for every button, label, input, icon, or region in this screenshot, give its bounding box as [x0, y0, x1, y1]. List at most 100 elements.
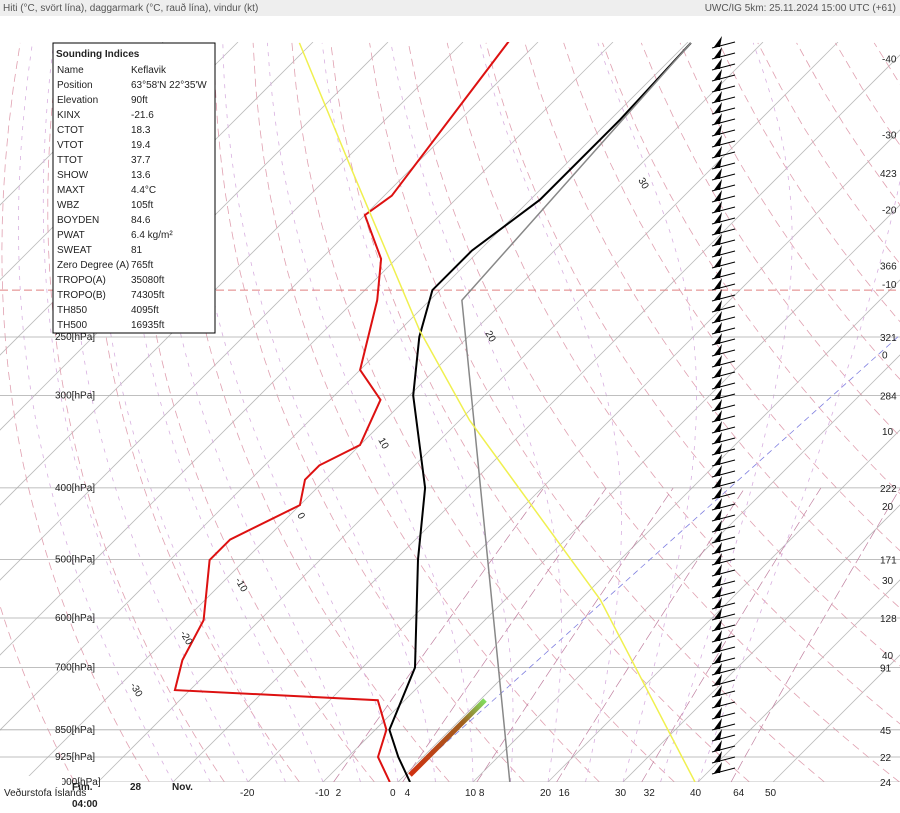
barb-staff: [712, 152, 735, 158]
height-label: 284: [880, 392, 897, 403]
y-tick-label: 850[hPa]: [55, 725, 95, 736]
height-label: 321: [880, 333, 897, 344]
barb-staff: [712, 108, 735, 114]
wind-barb: [712, 432, 735, 444]
wind-barb: [712, 377, 735, 389]
mixing-ratio-line: [403, 488, 607, 782]
index-value: 35080ft: [131, 275, 165, 286]
plot: 250[hPa]300[hPa]400[hPa]500[hPa]600[hPa]…: [0, 36, 897, 808]
index-value: 16935ft: [131, 320, 165, 331]
adiabat-label: 0: [294, 511, 307, 522]
dry-adiabat: [680, 43, 900, 782]
barb-staff: [712, 768, 735, 774]
wind-barb: [712, 135, 735, 147]
wind-barb: [712, 201, 735, 213]
date-date: 28: [130, 782, 142, 793]
index-name: SHOW: [57, 170, 89, 181]
y-tick-label: 700[hPa]: [55, 663, 95, 674]
wind-barb: [712, 179, 735, 191]
barb-staff: [712, 735, 735, 741]
moist-adiabat: [598, 43, 697, 782]
barb-staff: [712, 372, 735, 378]
y-tick-label: 300[hPa]: [55, 391, 95, 402]
barb-staff: [712, 174, 735, 180]
wind-barb: [712, 520, 735, 532]
x-tick-label: 30: [615, 788, 627, 799]
index-name: TROPO(A): [57, 275, 106, 286]
x-tick-label: 20: [540, 788, 552, 799]
wind-barb: [712, 69, 735, 81]
barb-staff: [712, 42, 735, 48]
wind-barb: [712, 366, 735, 378]
barb-staff: [712, 394, 735, 400]
index-value: 74305ft: [131, 290, 165, 301]
dry-adiabat: [758, 43, 900, 782]
mixing-ratio-label: 16: [559, 788, 571, 799]
barb-staff: [712, 350, 735, 356]
lcl-segment: [410, 700, 485, 775]
barb-staff: [712, 669, 735, 675]
index-value: 765ft: [131, 260, 153, 271]
index-value: 19.4: [131, 140, 151, 151]
index-value: 63°58'N 22°35'W: [131, 80, 207, 91]
wind-barb: [712, 91, 735, 103]
profile-line: [175, 41, 509, 782]
index-name: TROPO(B): [57, 290, 106, 301]
height-label: 91: [880, 664, 892, 675]
isotherm-label: 30: [882, 576, 894, 587]
wind-barb: [712, 399, 735, 411]
isotherm-label: -20: [882, 205, 897, 216]
y-tick-label: 500[hPa]: [55, 554, 95, 565]
isotherm-label: 20: [882, 502, 894, 513]
barb-staff: [712, 482, 735, 488]
height-label: 222: [880, 484, 897, 495]
barb-staff: [712, 97, 735, 103]
wind-barb: [712, 454, 735, 466]
index-value: 90ft: [131, 95, 148, 106]
wind-barb: [712, 267, 735, 279]
index-value: 81: [131, 245, 143, 256]
barb-staff: [712, 702, 735, 708]
isotherm-label: 10: [882, 427, 894, 438]
isotherm-label: 40: [882, 651, 894, 662]
height-label: 366: [880, 261, 897, 272]
index-name: SWEAT: [57, 245, 92, 256]
barb-staff: [712, 240, 735, 246]
wind-barb: [712, 311, 735, 323]
dry-adiabat: [370, 43, 825, 782]
moist-adiabat: [391, 43, 562, 782]
adiabat-label: -10: [232, 576, 249, 594]
barb-staff: [712, 416, 735, 422]
date-day: Fim.: [72, 782, 93, 793]
mixing-ratio-label: 8: [479, 788, 485, 799]
barb-staff: [712, 229, 735, 235]
barb-staff: [712, 559, 735, 565]
height-label: 423: [880, 169, 897, 180]
barb-staff: [712, 383, 735, 389]
index-name: Elevation: [57, 95, 98, 106]
barb-staff: [712, 724, 735, 730]
mixing-ratio-label: 4: [405, 788, 411, 799]
wind-barb: [712, 564, 735, 576]
index-name: TH500: [57, 320, 87, 331]
height-label: 171: [880, 555, 897, 566]
isotherm-label: -40: [882, 55, 897, 66]
index-name: Position: [57, 80, 93, 91]
barb-staff: [712, 262, 735, 268]
isotherm: [623, 42, 900, 782]
wind-barb: [712, 58, 735, 70]
indices-title: Sounding Indices: [56, 49, 140, 60]
isotherm: [473, 42, 900, 782]
mixing-ratio-line: [731, 488, 900, 782]
height-label: 128: [880, 614, 897, 625]
adiabat-label: 20: [482, 329, 497, 345]
barb-staff: [712, 680, 735, 686]
isotherm-label: -30: [882, 130, 897, 141]
barb-staff: [712, 141, 735, 147]
index-value: 4095ft: [131, 305, 159, 316]
barb-staff: [712, 284, 735, 290]
index-name: PWAT: [57, 230, 85, 241]
y-tick-label: 250[hPa]: [55, 332, 95, 343]
wind-barb: [712, 674, 735, 686]
mixing-ratio-label: 2: [336, 788, 342, 799]
